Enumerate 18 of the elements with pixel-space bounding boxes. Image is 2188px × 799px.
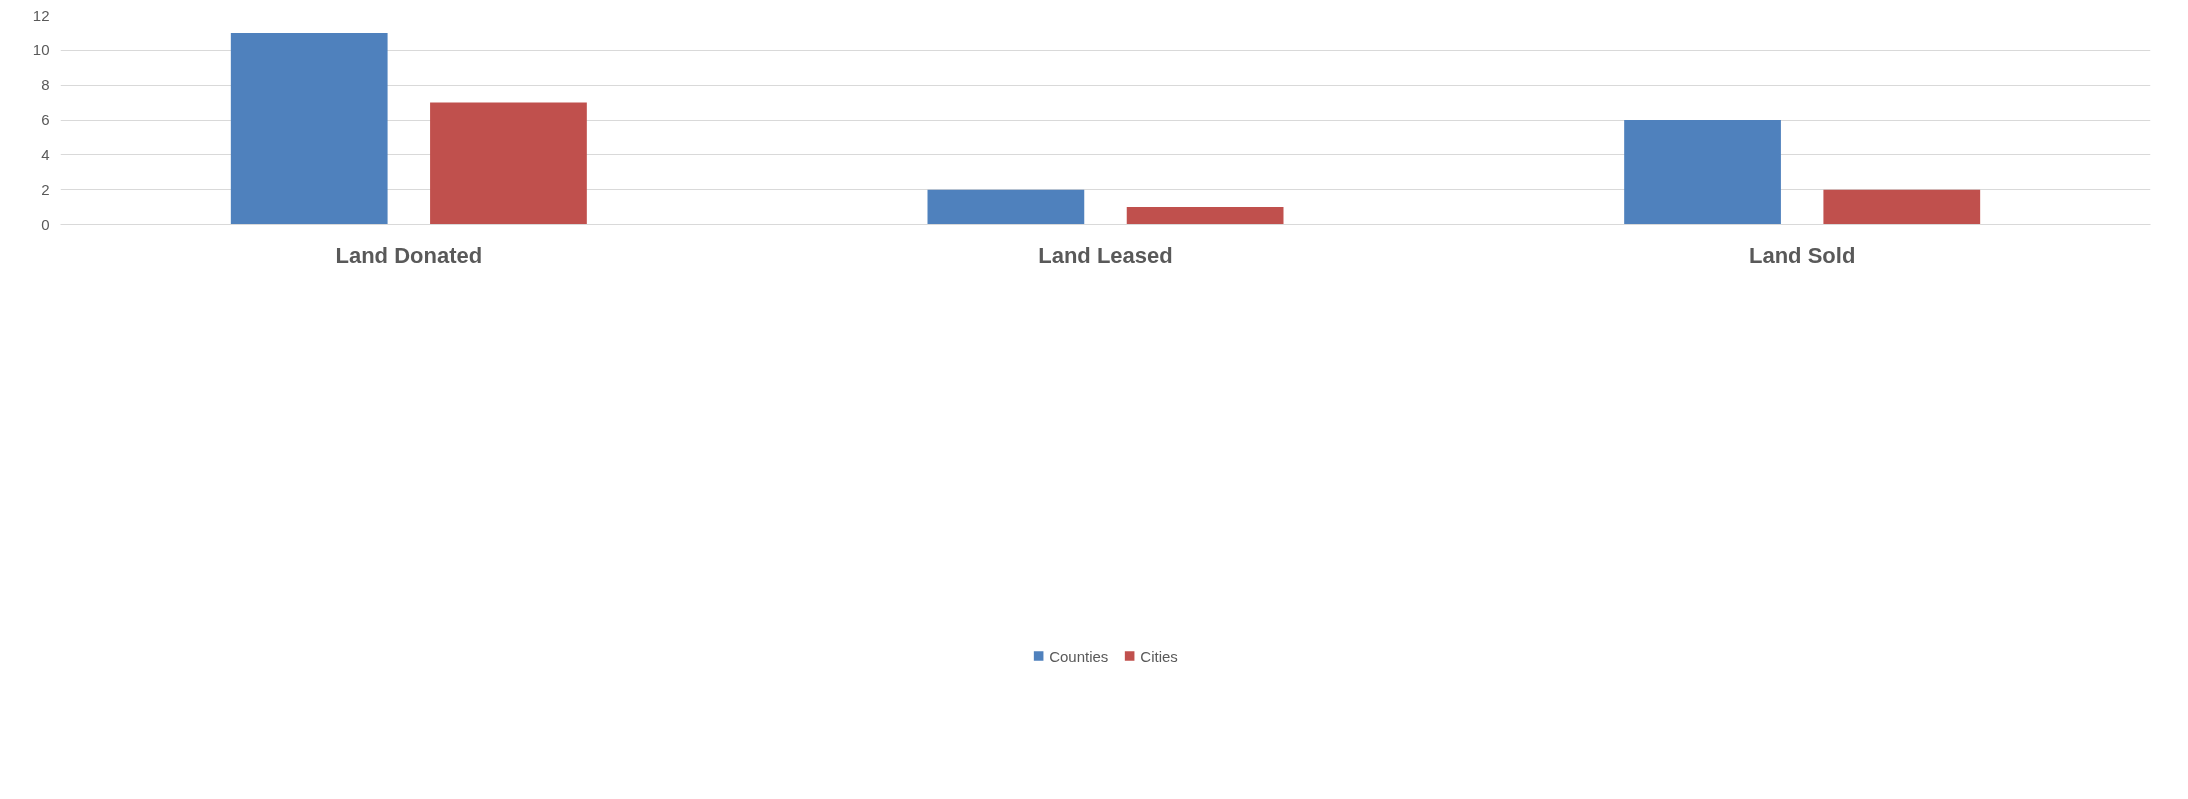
bar — [1126, 207, 1284, 225]
x-tick-label: Land Donated — [335, 242, 483, 268]
bar — [1823, 189, 1981, 225]
y-tick-label: 10 — [32, 41, 50, 59]
y-tick-label: 0 — [41, 215, 50, 233]
x-tick-label: Land Sold — [1749, 242, 1856, 268]
y-tick-label: 4 — [41, 145, 50, 163]
y-tick-label: 2 — [41, 180, 50, 198]
bar — [230, 32, 388, 225]
legend-label: Counties — [1049, 647, 1109, 665]
bar — [430, 102, 587, 225]
legend-label: Cities — [1140, 647, 1178, 665]
x-tick-label: Land Leased — [1038, 242, 1173, 268]
y-tick-label: 6 — [41, 111, 50, 128]
bar — [1624, 120, 1781, 225]
y-tick-label: 8 — [41, 76, 50, 94]
y-tick-label: 12 — [32, 6, 50, 24]
bar — [927, 189, 1085, 225]
